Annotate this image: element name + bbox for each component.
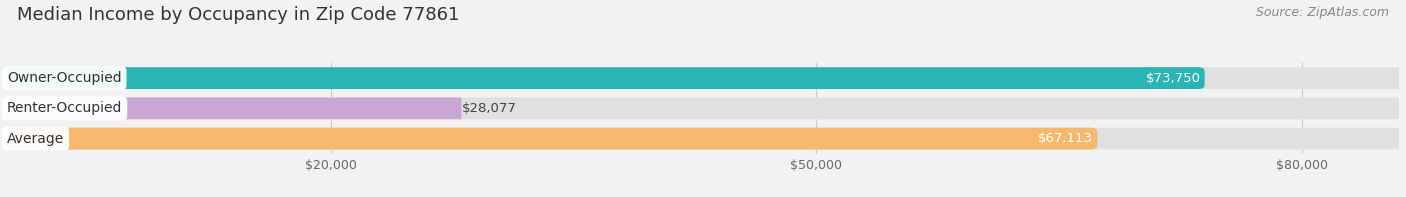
Text: $67,113: $67,113 [1038, 132, 1094, 145]
Text: $73,750: $73,750 [1146, 72, 1201, 85]
Text: Renter-Occupied: Renter-Occupied [7, 101, 122, 115]
Text: Median Income by Occupancy in Zip Code 77861: Median Income by Occupancy in Zip Code 7… [17, 6, 460, 24]
FancyBboxPatch shape [7, 128, 1399, 150]
FancyBboxPatch shape [7, 67, 1201, 89]
FancyBboxPatch shape [7, 67, 1399, 89]
FancyBboxPatch shape [7, 98, 461, 119]
FancyBboxPatch shape [7, 98, 1399, 119]
Text: Source: ZipAtlas.com: Source: ZipAtlas.com [1256, 6, 1389, 19]
Text: Owner-Occupied: Owner-Occupied [7, 71, 122, 85]
Text: $28,077: $28,077 [461, 102, 516, 115]
Text: Average: Average [7, 132, 65, 146]
FancyBboxPatch shape [7, 128, 1094, 150]
